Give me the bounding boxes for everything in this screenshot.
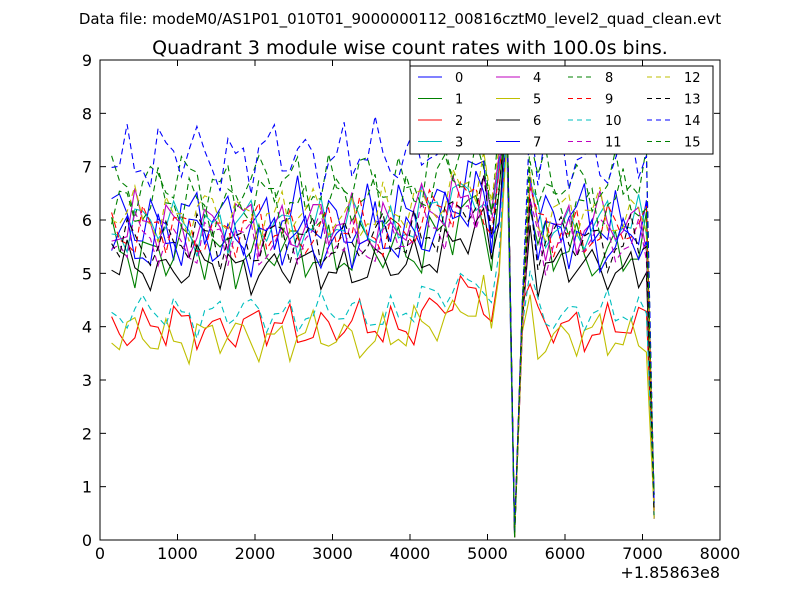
legend-label-15: 15 [684, 136, 701, 151]
y-tick-label: 1 [82, 478, 92, 497]
series-layer [111, 94, 655, 538]
legend-label-6: 6 [533, 114, 541, 129]
series-line-10 [111, 125, 655, 535]
legend-label-9: 9 [605, 93, 613, 108]
y-tick-label: 4 [82, 318, 92, 337]
x-tick-label: 7000 [622, 544, 663, 563]
series-line-13 [111, 100, 655, 535]
legend-label-3: 3 [455, 136, 463, 151]
series-line-6 [111, 97, 655, 538]
legend-label-13: 13 [684, 93, 701, 108]
x-tick-label: 3000 [312, 544, 353, 563]
y-tick-label: 0 [82, 531, 92, 550]
series-line-8 [111, 105, 655, 531]
series-line-14 [111, 94, 655, 531]
legend-label-10: 10 [605, 114, 622, 129]
x-tick-label: 2000 [235, 544, 276, 563]
y-tick-label: 2 [82, 424, 92, 443]
legend-label-14: 14 [684, 114, 701, 129]
series-line-7 [111, 129, 655, 535]
y-tick-label: 7 [82, 158, 92, 177]
suptitle: Data file: modeM0/AS1P01_010T01_90000001… [79, 10, 721, 29]
series-line-2 [111, 120, 655, 531]
chart-title: Quadrant 3 module wise count rates with … [152, 37, 668, 59]
series-line-9 [111, 108, 655, 538]
x-tick-label: 6000 [545, 544, 586, 563]
ticks-layer: 0 1000 2000 3000 4000 5000 6000 7000 80000123456… [82, 51, 741, 563]
x-offset-label: +1.85863e8 [620, 563, 720, 582]
y-tick-label: 5 [82, 264, 92, 283]
y-tick-label: 6 [82, 211, 92, 230]
legend-label-11: 11 [605, 136, 622, 151]
y-tick-label: 8 [82, 104, 92, 123]
legend-label-0: 0 [455, 71, 463, 86]
y-tick-label: 3 [82, 371, 92, 390]
x-tick-label: 1000 [157, 544, 198, 563]
x-tick-label: 5000 [467, 544, 508, 563]
legend-label-5: 5 [533, 93, 541, 108]
y-tick-label: 9 [82, 51, 92, 70]
legend-label-1: 1 [455, 93, 463, 108]
series-line-4 [111, 102, 655, 535]
series-line-15 [111, 116, 655, 538]
series-line-1 [111, 99, 655, 535]
x-tick-label: 8000 [700, 544, 741, 563]
x-tick-label: 0 [95, 544, 105, 563]
series-line-12 [111, 139, 655, 538]
legend-label-2: 2 [455, 114, 463, 129]
series-line-5 [111, 134, 655, 531]
series-line-11 [111, 97, 655, 531]
legend-label-7: 7 [533, 136, 541, 151]
legend-label-12: 12 [684, 71, 701, 86]
legend-frame [409, 65, 714, 155]
legend-label-8: 8 [605, 71, 613, 86]
legend-label-4: 4 [533, 71, 541, 86]
x-tick-label: 4000 [390, 544, 431, 563]
